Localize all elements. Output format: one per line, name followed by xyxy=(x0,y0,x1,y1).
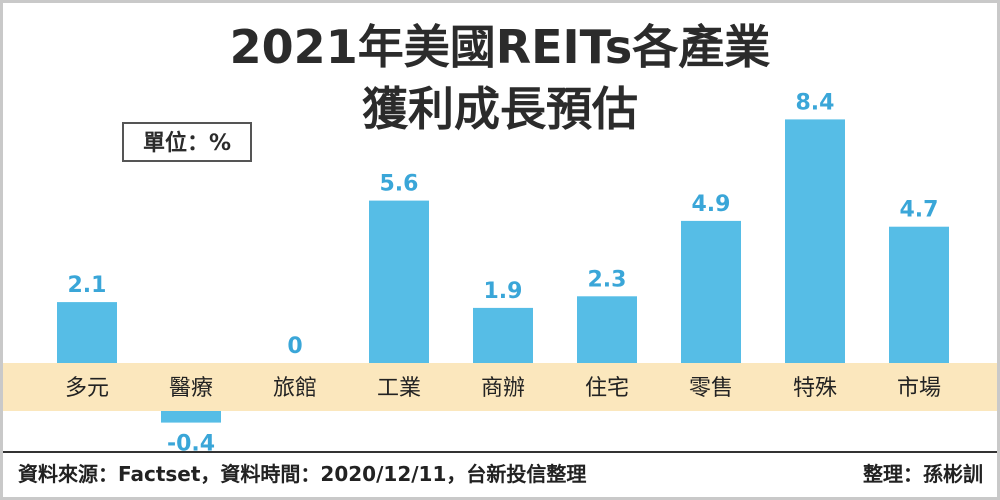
footer-editor: 整理：孫彬訓 xyxy=(862,462,983,486)
bar-8 xyxy=(785,119,845,364)
category-label-4: 工業 xyxy=(377,376,421,401)
value-label-6: 2.3 xyxy=(588,267,627,292)
bar-9 xyxy=(889,226,949,363)
category-label-1: 多元 xyxy=(65,376,109,401)
unit-label: 單位：% xyxy=(143,130,231,156)
value-label-4: 5.6 xyxy=(380,172,419,197)
value-label-3: 0 xyxy=(287,334,302,359)
category-label-2: 醫療 xyxy=(169,376,213,401)
category-label-6: 住宅 xyxy=(585,376,629,401)
footer-source: 資料來源：Factset，資料時間：2020/12/11，台新投信整理 xyxy=(18,462,586,486)
bar-2 xyxy=(161,411,221,423)
value-label-1: 2.1 xyxy=(68,273,107,298)
value-label-5: 1.9 xyxy=(484,279,523,304)
category-label-5: 商辦 xyxy=(481,376,525,401)
category-band xyxy=(3,363,997,411)
labels-layer: 2.1多元-0.4醫療0旅館5.6工業1.9商辦2.3住宅4.9零售8.4特殊4… xyxy=(65,90,941,456)
value-label-7: 4.9 xyxy=(692,192,731,217)
unit-box xyxy=(122,122,252,162)
bars-layer xyxy=(57,119,949,423)
chart-title-line2: 獲利成長預估 xyxy=(362,82,638,136)
category-label-7: 零售 xyxy=(689,376,733,401)
category-label-9: 市場 xyxy=(897,376,941,401)
bar-5 xyxy=(473,307,533,363)
bar-7 xyxy=(681,220,741,363)
value-label-8: 8.4 xyxy=(796,90,835,115)
value-label-9: 4.7 xyxy=(900,198,939,223)
category-label-3: 旅館 xyxy=(273,376,317,401)
bar-6 xyxy=(577,296,637,363)
bar-1 xyxy=(57,302,117,363)
bar-4 xyxy=(369,200,429,363)
chart-title-line1: 2021年美國REITs各產業 xyxy=(230,20,771,74)
bar-chart: 2021年美國REITs各產業 獲利成長預估 單位：% 2.1多元-0.4醫療0… xyxy=(3,20,997,486)
category-label-8: 特殊 xyxy=(793,376,837,401)
